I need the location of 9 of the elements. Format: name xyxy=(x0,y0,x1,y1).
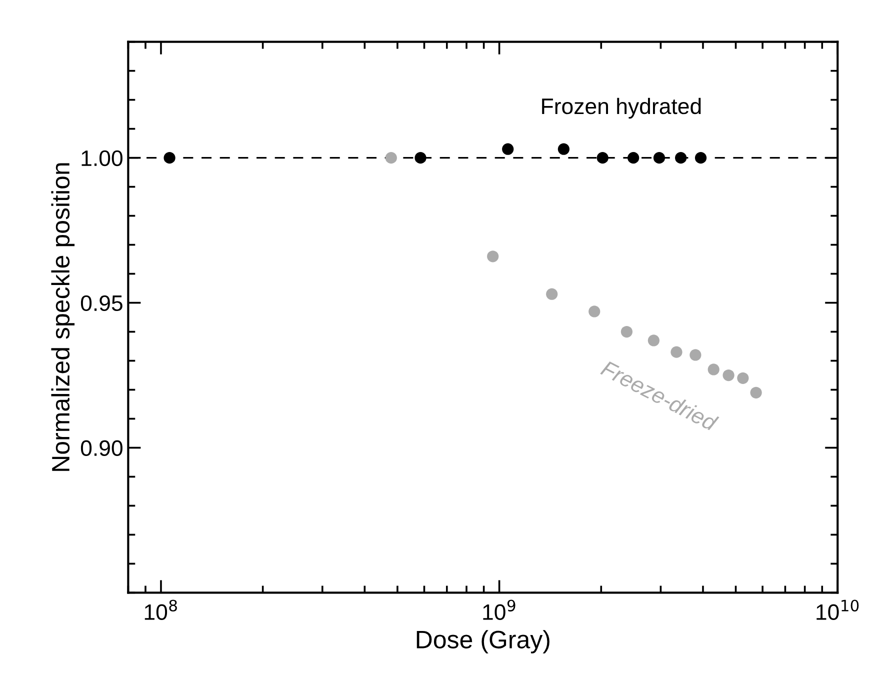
x-tick-label: 10$^{9}$ xyxy=(483,600,516,620)
x-axis-title: Dose (Gray) xyxy=(416,630,550,654)
series-label: Frozen hydrated xyxy=(542,98,701,119)
x-tick-label: 10$^{8}$ xyxy=(144,600,177,620)
x-tick-label: 10$^{10}$ xyxy=(816,600,859,620)
y-axis-title: Normalized speckle position xyxy=(51,163,75,471)
y-tick-label: 0.90 xyxy=(80,440,122,456)
y-tick-label: 0.95 xyxy=(80,295,122,312)
y-tick-label: 1.00 xyxy=(82,150,122,166)
